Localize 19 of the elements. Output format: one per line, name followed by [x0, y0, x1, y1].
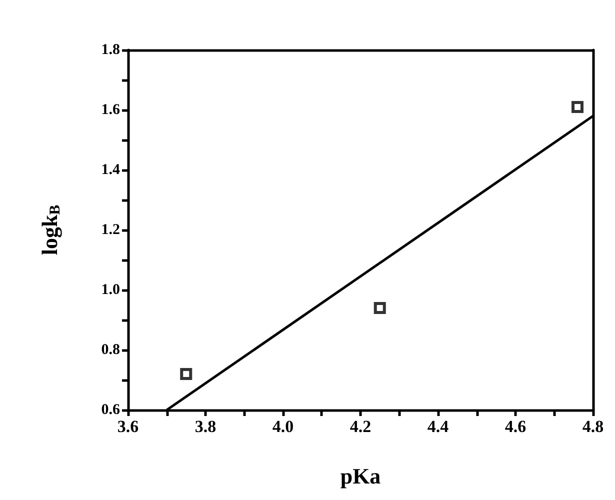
x-tick-label: 3.8	[194, 417, 216, 436]
y-axis-title: logkB	[37, 204, 64, 256]
y-tick-label: 1.6	[101, 102, 120, 118]
x-tick-label: 4.4	[427, 417, 450, 436]
y-tick-label: 1.2	[101, 222, 120, 238]
x-axis-title: pKa	[340, 464, 381, 488]
x-tick-label: 4.2	[350, 417, 372, 436]
y-tick-label: 1.4	[101, 162, 120, 178]
x-tick-label: 3.6	[117, 417, 139, 436]
y-tick-label: 1.0	[101, 282, 120, 298]
point	[572, 101, 584, 113]
y-tick-label: 0.6	[101, 402, 120, 418]
x-tick-label: 4.0	[272, 417, 294, 436]
y-tick-label: 0.8	[101, 342, 120, 358]
x-tick-label: 4.8	[582, 417, 604, 436]
x-tick-label: 4.6	[504, 417, 526, 436]
point	[180, 368, 192, 380]
point	[374, 302, 386, 314]
y-tick-label: 1.8	[101, 42, 120, 58]
